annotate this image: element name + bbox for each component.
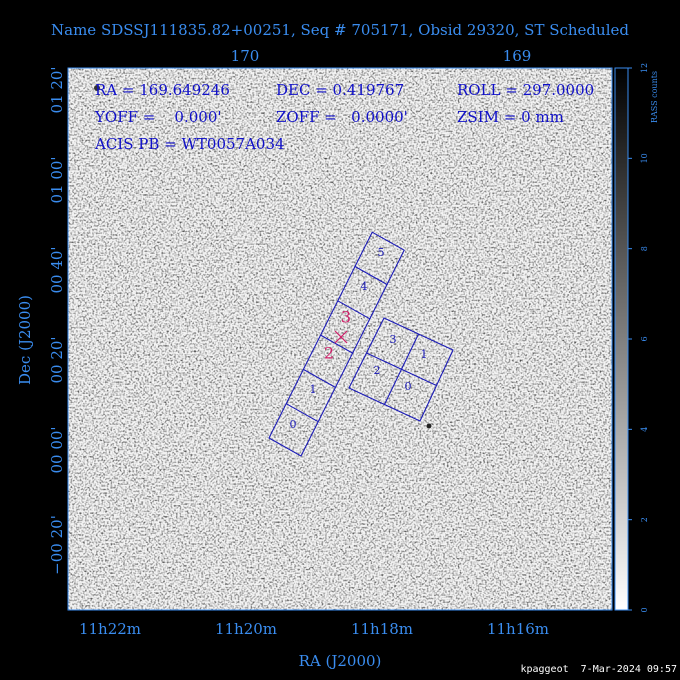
source xyxy=(94,85,100,91)
colorbar-tick-label: 2 xyxy=(640,517,649,522)
title: Name SDSSJ111835.82+00251, Seq # 705171,… xyxy=(51,21,629,39)
aim-chip-label: 2 xyxy=(324,344,334,363)
info: ZSIM = 0 mm xyxy=(457,108,564,126)
chip-label: 0 xyxy=(405,380,412,393)
source xyxy=(426,423,432,429)
bottom-tick-label: 11h18m xyxy=(351,620,413,638)
left-tick-label: 00 00' xyxy=(48,426,66,473)
chip-label: 1 xyxy=(310,383,317,396)
chip-label: 3 xyxy=(390,333,397,346)
chip-label: 1 xyxy=(421,348,428,361)
colorbar-label: RASS counts xyxy=(650,71,659,123)
bottom-tick-label: 11h20m xyxy=(215,620,277,638)
colorbar xyxy=(615,68,628,610)
chip-edge xyxy=(320,334,353,354)
x-axis-title: RA (J2000) xyxy=(299,652,382,670)
info: YOFF = 0.000' xyxy=(94,108,222,126)
bottom-tick-label: 11h22m xyxy=(79,620,141,638)
left-tick-label: 00 40' xyxy=(48,246,66,293)
chip-edge xyxy=(303,368,336,388)
info: ACIS PB = WT0057A034 xyxy=(94,135,285,153)
chip-label: 4 xyxy=(361,280,368,293)
bottom-tick-label: 11h16m xyxy=(487,620,549,638)
info: DEC = 0.419767 xyxy=(276,81,404,99)
left-tick-label: 01 00' xyxy=(48,156,66,203)
top-tick-label: 169 xyxy=(503,47,532,65)
chip-label: 0 xyxy=(290,418,297,431)
info: RA = 169.649246 xyxy=(95,81,230,99)
plot-frame xyxy=(67,67,613,611)
chip-label: 2 xyxy=(374,364,381,377)
chip-edge xyxy=(337,300,371,320)
colorbar-tick-label: 12 xyxy=(640,63,649,73)
sky-noise xyxy=(68,68,612,610)
aim-chip-label: 3 xyxy=(341,308,351,327)
top-tick-label: 170 xyxy=(231,47,260,65)
left-tick-label: −00 20' xyxy=(48,515,66,575)
chip-block xyxy=(348,317,454,422)
colorbar-tick-label: 4 xyxy=(640,427,649,432)
chip-edge xyxy=(285,403,319,423)
colorbar-tick-label: 10 xyxy=(640,153,649,163)
chip-strip xyxy=(268,231,405,457)
footer: kpaggeot 7-Mar-2024 09:57 xyxy=(520,664,677,675)
chip-edge xyxy=(354,266,388,285)
y-axis-title: Dec (J2000) xyxy=(16,295,34,385)
aimpoint xyxy=(334,330,348,344)
info: ROLL = 297.0000 xyxy=(457,81,594,99)
left-tick-label: 01 20' xyxy=(48,66,66,113)
colorbar-tick-label: 0 xyxy=(640,607,649,612)
info: ZOFF = 0.0000' xyxy=(276,108,408,126)
colorbar-tick-label: 6 xyxy=(640,336,649,341)
left-tick-label: 00 20' xyxy=(48,336,66,383)
chip-label: 5 xyxy=(378,246,385,259)
colorbar-tick-label: 8 xyxy=(640,246,649,251)
